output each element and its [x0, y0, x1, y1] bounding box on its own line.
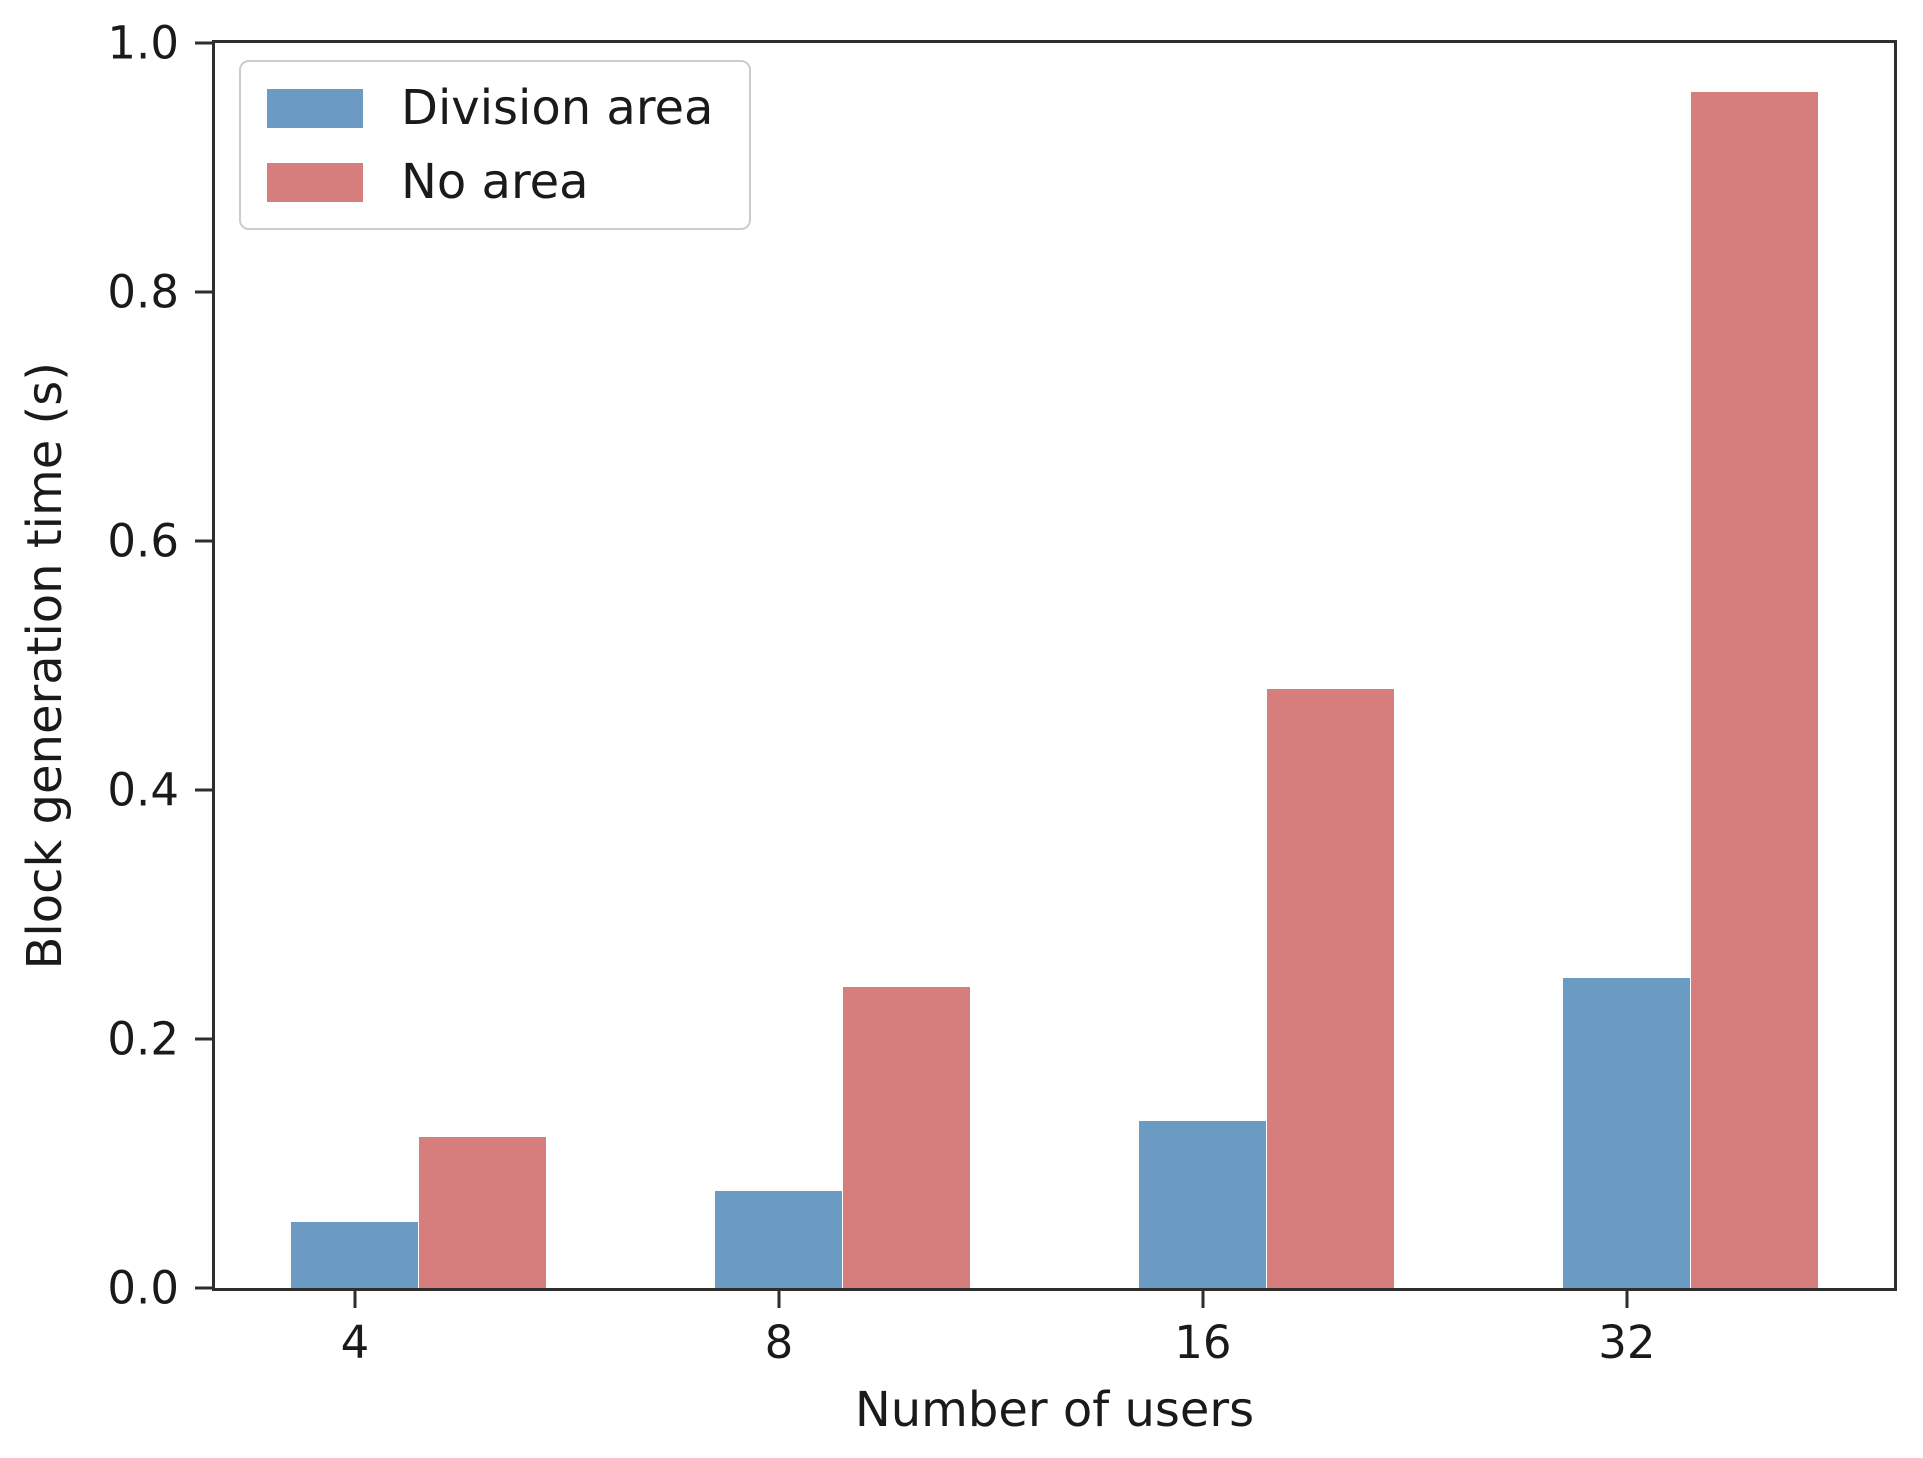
y-tick-1.0 [195, 41, 215, 45]
bar-no-area-8 [842, 986, 970, 1288]
legend-swatch-division-area [267, 88, 363, 128]
y-tick-label-0.6: 0.6 [107, 514, 179, 568]
x-tick-32 [1625, 1288, 1629, 1308]
y-tick-label-0.0: 0.0 [107, 1261, 179, 1315]
x-tick-8 [777, 1288, 781, 1308]
bar-division-area-16 [1139, 1121, 1267, 1288]
x-tick-16 [1201, 1288, 1205, 1308]
bar-division-area-32 [1563, 978, 1691, 1288]
legend-item-no-area: No area [267, 158, 713, 206]
x-axis-label: Number of users [854, 1382, 1255, 1438]
y-axis-label: Block generation time (s) [17, 361, 73, 970]
y-tick-0.0 [195, 1286, 215, 1290]
legend-label-division-area: Division area [401, 80, 714, 136]
bar-division-area-4 [291, 1222, 419, 1288]
y-tick-0.2 [195, 1037, 215, 1041]
y-tick-label-0.2: 0.2 [107, 1012, 179, 1066]
x-tick-4 [353, 1288, 357, 1308]
plot-area: 0.0 0.2 0.4 0.6 0.8 1.0 4 8 16 32 Block generati… [17, 21, 1897, 1434]
y-tick-label-0.4: 0.4 [107, 763, 179, 817]
bar-division-area-8 [715, 1190, 843, 1288]
y-tick-label-0.8: 0.8 [107, 265, 179, 319]
y-tick-0.4 [195, 788, 215, 792]
y-tick-0.6 [195, 539, 215, 543]
y-tick-label-1.0: 1.0 [107, 16, 179, 70]
x-tick-label-8: 8 [764, 1316, 794, 1369]
bar-no-area-32 [1690, 91, 1818, 1288]
legend: Division area No area [239, 60, 752, 230]
x-tick-label-32: 32 [1598, 1316, 1656, 1369]
legend-swatch-no-area [267, 162, 363, 202]
x-tick-label-16: 16 [1174, 1316, 1232, 1369]
x-tick-label-4: 4 [340, 1316, 370, 1369]
bar-no-area-4 [418, 1137, 546, 1288]
legend-item-division-area: Division area [267, 84, 713, 132]
y-tick-0.8 [195, 290, 215, 294]
y-axis-label-wrap: Block generation time (s) [10, 43, 80, 1288]
legend-label-no-area: No area [401, 154, 589, 210]
bar-no-area-16 [1266, 689, 1394, 1288]
